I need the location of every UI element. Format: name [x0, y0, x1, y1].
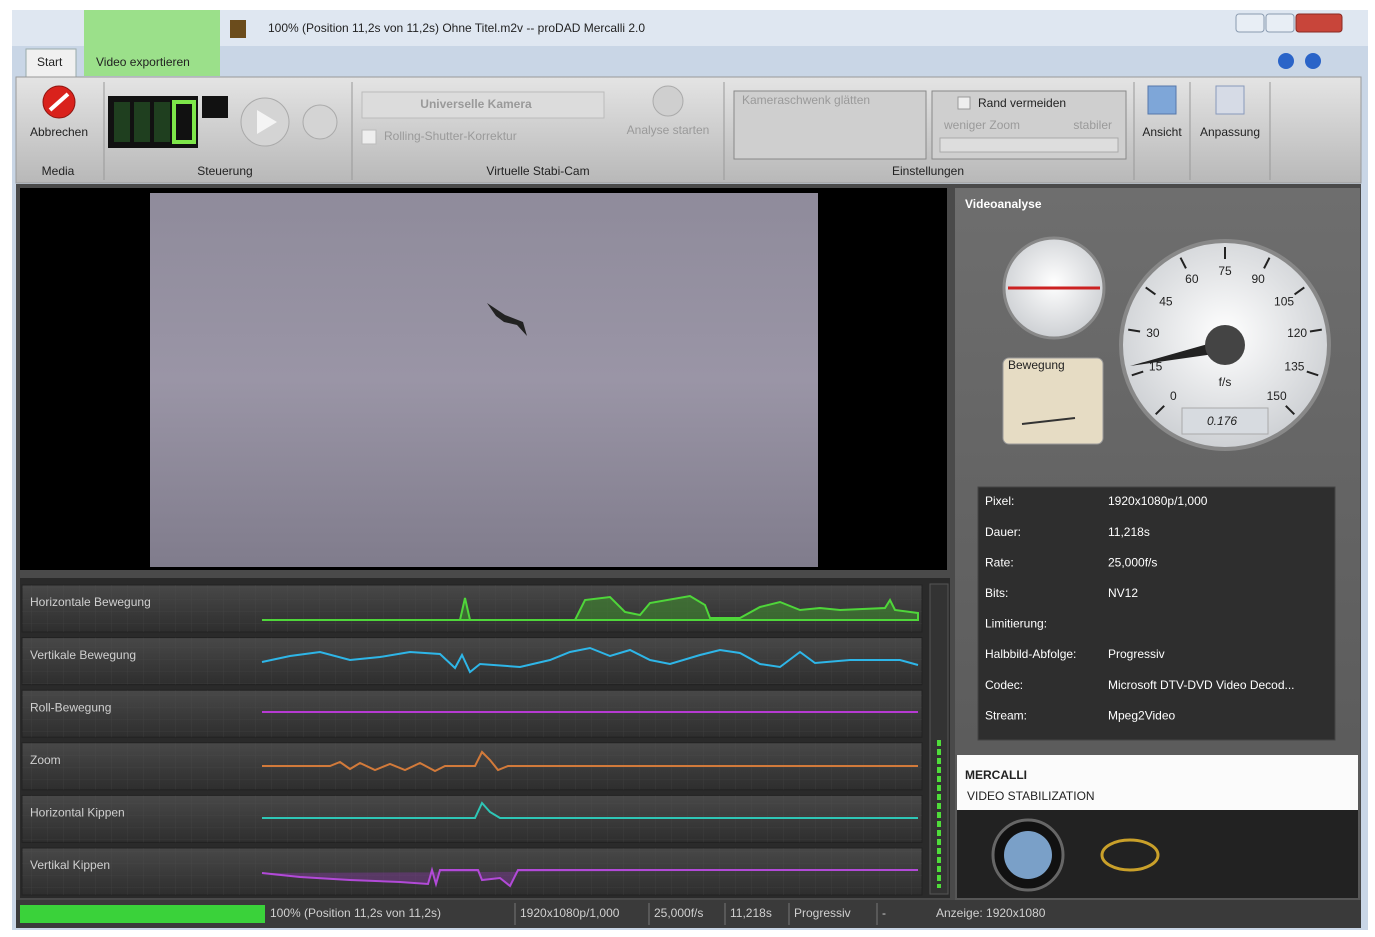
logo-tagline: VIDEO STABILIZATION: [967, 789, 1095, 803]
analysis-title: Videoanalyse: [965, 197, 1042, 211]
info-value: NV12: [1108, 586, 1138, 600]
info-value: Microsoft DTV-DVD Video Decod...: [1108, 678, 1295, 692]
app-icon: [230, 20, 246, 38]
group-label: Media: [42, 164, 75, 178]
smooth-label: Kameraschwenk glätten: [742, 93, 870, 107]
readout: 0.176: [1207, 414, 1237, 428]
status-item: Progressiv: [794, 906, 851, 920]
track-label: Horizontale Bewegung: [30, 595, 151, 609]
info-value: 1920x1080p/1,000: [1108, 494, 1208, 508]
gauge-tick-label: 0: [1170, 389, 1177, 403]
fps-display: [202, 96, 228, 118]
track-label: Roll-Bewegung: [30, 700, 111, 714]
gauge-tick-label: 135: [1284, 360, 1304, 374]
gauge-tick-label: 30: [1146, 326, 1160, 340]
track-grid: [22, 690, 922, 737]
status-progress: 100% (Position 11,2s von 11,2s): [270, 906, 441, 920]
track-scrollbar[interactable]: [930, 584, 948, 894]
track-label: Horizontal Kippen: [30, 806, 125, 820]
gauge-tick-label: 75: [1218, 264, 1232, 278]
status-item: 25,000f/s: [654, 906, 703, 920]
lens-glass: [1004, 831, 1052, 879]
track-label: Vertikale Bewegung: [30, 648, 136, 662]
analyse-icon[interactable]: [653, 86, 683, 116]
track-label: Zoom: [30, 753, 61, 767]
info-label: Halbbild-Abfolge:: [985, 647, 1076, 661]
gauge-tick-label: 150: [1267, 389, 1287, 403]
button-label[interactable]: Ansicht: [1142, 125, 1182, 139]
status-item: 11,218s: [730, 906, 772, 920]
pause-button[interactable]: [303, 105, 337, 139]
dropdown-value: Universelle Kamera: [420, 97, 532, 111]
info-label: Dauer:: [985, 525, 1021, 539]
border-checkbox[interactable]: [958, 97, 970, 109]
gauge-tick-label: 60: [1185, 272, 1199, 286]
rolling-shutter-checkbox[interactable]: [362, 130, 376, 144]
border-label: Rand vermeiden: [978, 96, 1066, 110]
checkbox-label: Rolling-Shutter-Korrektur: [384, 129, 517, 143]
gauge-tick-label: 45: [1159, 294, 1173, 308]
info-box: [978, 487, 1335, 740]
help-icon[interactable]: [1278, 53, 1294, 69]
info-label: Rate:: [985, 555, 1014, 569]
info-label: Limitierung:: [985, 617, 1047, 631]
app-window: 100% (Position 11,2s von 11,2s) Ohne Tit…: [0, 0, 1375, 932]
button-label[interactable]: Abbrechen: [30, 125, 88, 139]
status-display: Anzeige: 1920x1080: [936, 906, 1046, 920]
adjust-icon[interactable]: [1216, 86, 1244, 114]
gauge-tick-label: 120: [1287, 326, 1307, 340]
minimize-button[interactable]: [1236, 14, 1264, 32]
info-label: Codec:: [985, 678, 1023, 692]
slider-min-label: weniger Zoom: [943, 118, 1020, 132]
info-label: Pixel:: [985, 494, 1014, 508]
counter-digits: [114, 102, 170, 142]
tab-label: Start: [37, 55, 63, 69]
maximize-button[interactable]: [1266, 14, 1294, 32]
logo-name: MERCALLI: [965, 768, 1027, 782]
gauge-tick-label: 105: [1274, 294, 1294, 308]
group-label: Virtuelle Stabi-Cam: [486, 164, 589, 178]
group-label: Einstellungen: [892, 164, 964, 178]
window-title: 100% (Position 11,2s von 11,2s) Ohne Tit…: [268, 21, 645, 35]
view-icon[interactable]: [1148, 86, 1176, 114]
button-label[interactable]: Anpassung: [1200, 125, 1260, 139]
group-label: Steuerung: [197, 164, 252, 178]
zoom-slider[interactable]: [940, 138, 1118, 152]
needle-hub: [1205, 325, 1245, 365]
gauge-unit: f/s: [1219, 375, 1232, 389]
track-label: Vertikal Kippen: [30, 858, 110, 872]
motion-gauge-label: Bewegung: [1008, 358, 1065, 372]
gauge-tick-label: 90: [1251, 272, 1265, 286]
video-frame: [150, 193, 818, 567]
close-button[interactable]: [1296, 14, 1342, 32]
info-label: Bits:: [985, 586, 1008, 600]
tab-label[interactable]: Video exportieren: [96, 55, 190, 69]
info-value: Progressiv: [1108, 647, 1165, 661]
status-item: 1920x1080p/1,000: [520, 906, 620, 920]
info-value: Mpeg2Video: [1108, 708, 1175, 722]
info-value: 11,218s: [1108, 525, 1150, 539]
info-value: 25,000f/s: [1108, 555, 1157, 569]
slider-max-label: stabiler: [1073, 118, 1112, 132]
status-item: -: [882, 906, 886, 920]
button-label[interactable]: Analyse starten: [627, 123, 710, 137]
progress-bar: [20, 905, 265, 923]
info-label: Stream:: [985, 708, 1027, 722]
info-icon[interactable]: [1305, 53, 1321, 69]
